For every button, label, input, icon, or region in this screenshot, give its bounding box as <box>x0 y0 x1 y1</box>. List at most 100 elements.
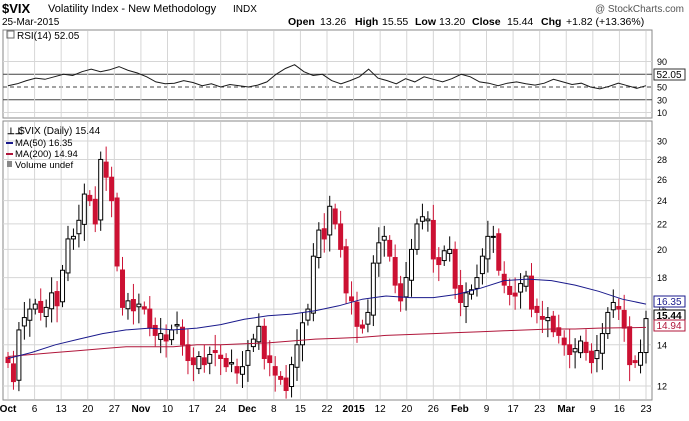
close-value: 15.44 <box>507 16 533 28</box>
candle-body <box>381 235 387 241</box>
candlestick <box>54 281 60 323</box>
candlestick <box>163 324 169 358</box>
candlestick <box>610 289 616 318</box>
x-tick-label: 24 <box>215 404 227 415</box>
candlestick <box>152 317 158 347</box>
candle-body <box>409 248 415 281</box>
low-label: Low <box>415 16 437 28</box>
candle-body <box>528 275 534 310</box>
candle-body <box>158 333 164 340</box>
rsi-panel: 1030507090 RSI(14) 52.05 52.05 <box>2 29 686 119</box>
low-value: 13.20 <box>439 16 465 28</box>
candle-body <box>65 238 71 274</box>
x-tick-label: 13 <box>56 404 68 415</box>
candlestick <box>278 371 284 385</box>
candlestick <box>32 298 38 315</box>
candlestick <box>190 347 196 382</box>
rsi-label-text: RSI(14) 52.05 <box>17 31 80 42</box>
candlestick <box>92 186 98 233</box>
candlestick <box>469 284 475 300</box>
candle-body <box>561 337 567 346</box>
candlestick <box>381 225 387 257</box>
candlestick <box>627 316 633 382</box>
x-tick-label: 16 <box>614 404 626 415</box>
x-tick-label: 9 <box>484 404 490 415</box>
chg-label: Chg <box>541 16 561 28</box>
candle-body <box>610 301 616 311</box>
x-tick-label: 10 <box>162 404 174 415</box>
candle-body <box>196 355 202 370</box>
candlestick <box>332 203 338 230</box>
ma200-line <box>7 326 647 357</box>
candle-body <box>218 354 224 359</box>
candlestick <box>474 264 480 297</box>
candle-body <box>212 350 218 354</box>
candle-body <box>359 324 365 329</box>
ma50-value-tag-text: 16.35 <box>656 297 681 308</box>
close-value-tag-text: 15.44 <box>656 311 681 322</box>
candlestick <box>447 236 453 262</box>
candlestick <box>414 218 420 255</box>
candle-body <box>354 301 360 327</box>
candle-body <box>588 350 594 364</box>
candle-body <box>479 255 485 275</box>
candle-body <box>343 246 349 294</box>
x-axis: Oct 6 13 20 27 Nov 10 17 24 Dec 8 15 22 2015 12 20 26 Feb… <box>0 404 652 415</box>
candle-body <box>10 363 16 383</box>
ma50-value-tag: 16.35 <box>653 295 686 308</box>
candlestick <box>370 255 376 327</box>
candlestick <box>294 329 300 382</box>
legend-volume: Volume undef <box>15 160 73 171</box>
x-tick-label: 20 <box>82 404 94 415</box>
candlestick <box>120 256 126 316</box>
candlestick <box>76 204 82 248</box>
rsi-axis: 1030507090 <box>657 57 667 118</box>
candle-body <box>436 257 442 266</box>
candlestick <box>545 307 551 338</box>
candle-body <box>332 208 338 225</box>
candlestick <box>60 264 66 308</box>
candle-body <box>463 292 469 308</box>
rsi-label: RSI(14) 52.05 <box>6 30 80 42</box>
candle-body <box>550 315 556 333</box>
x-tick-label: Oct <box>0 404 17 415</box>
rsi-label-swatch <box>6 30 15 39</box>
candle-body <box>403 277 409 298</box>
candle-body <box>349 296 355 302</box>
high-label: High <box>355 16 378 28</box>
x-tick-label: 12 <box>375 404 387 415</box>
candlestick <box>485 220 491 273</box>
candlestick <box>436 247 442 282</box>
candle-body <box>98 158 104 221</box>
candle-body <box>430 219 436 260</box>
candle-body <box>190 357 196 366</box>
rsi-tick-label: 50 <box>657 83 667 93</box>
candle-body <box>174 324 180 327</box>
rsi-value-tag-box <box>653 68 686 81</box>
candle-body <box>605 311 611 335</box>
candle-body <box>27 308 33 321</box>
rsi-value-tag-text: 52.05 <box>656 70 681 81</box>
candlestick <box>256 313 262 350</box>
candlestick <box>349 281 355 315</box>
legend-ma50: MA(50) 16.35 <box>15 138 73 149</box>
candlestick <box>49 277 55 323</box>
candle-body <box>201 357 207 366</box>
candle-body <box>169 329 175 341</box>
candle-body <box>485 235 491 260</box>
candle-body <box>370 262 376 316</box>
candle-body <box>414 223 420 250</box>
candle-body <box>38 300 44 313</box>
candlestick <box>289 356 295 398</box>
candle-body <box>103 161 109 178</box>
candle-body <box>523 275 529 287</box>
price-tick-label: 12 <box>657 382 667 392</box>
candlestick <box>81 183 87 241</box>
x-tick-label: 17 <box>189 404 201 415</box>
candlestick <box>518 273 524 309</box>
x-tick-label: 6 <box>32 404 38 415</box>
candlestick <box>38 288 44 321</box>
candlestick <box>185 329 191 375</box>
candlestick <box>27 298 33 337</box>
